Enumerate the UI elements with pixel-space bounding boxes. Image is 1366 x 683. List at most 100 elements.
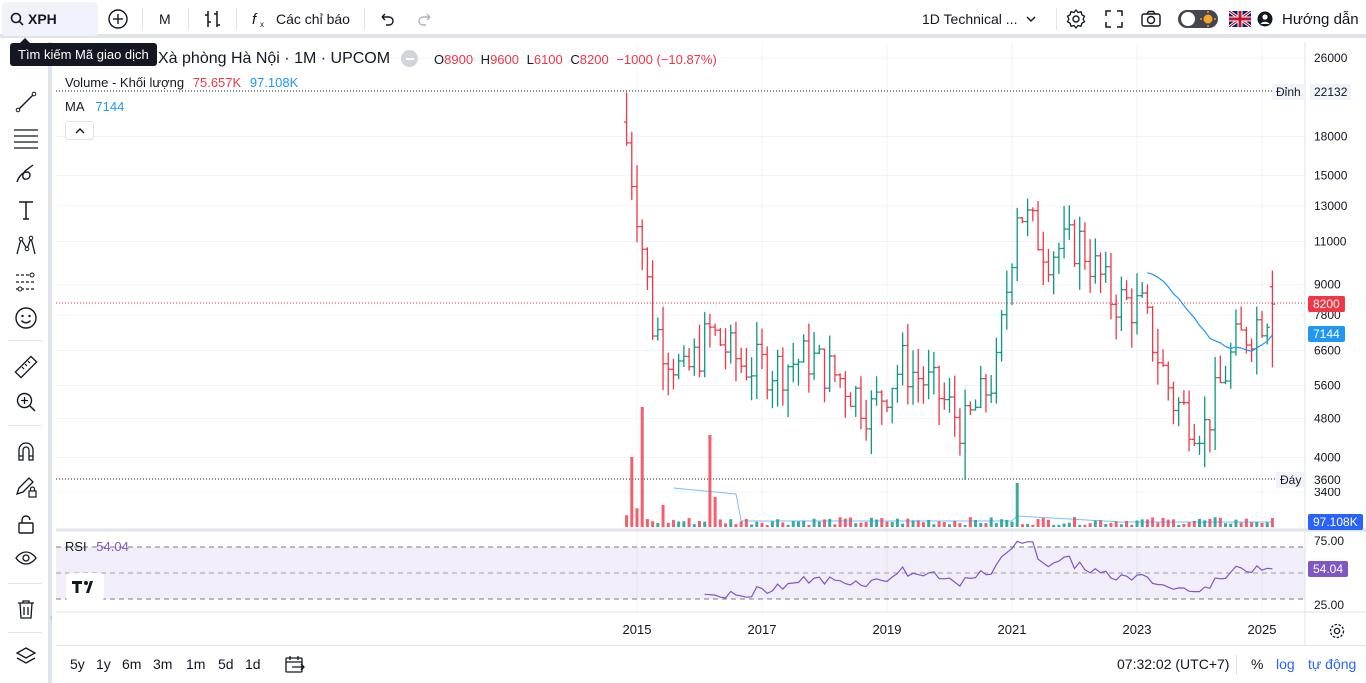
ohlc-bar [1139, 282, 1145, 298]
axis-settings-icon[interactable] [1329, 623, 1345, 639]
compare-button[interactable] [107, 0, 129, 38]
search-tooltip: Tìm kiếm Mã giao dịch [10, 38, 157, 66]
brush-tool[interactable] [12, 160, 40, 188]
volume-bar [1135, 520, 1139, 527]
emoji-tool[interactable] [12, 304, 40, 332]
prediction-tool[interactable] [12, 268, 40, 296]
volume-bar [630, 457, 634, 527]
lock-all-button[interactable] [12, 510, 40, 538]
tradingview-logo[interactable] [66, 573, 104, 601]
pane-resize-handle[interactable]: ‹ [50, 612, 53, 622]
volume-bar [1166, 519, 1170, 527]
volume-label: Volume - Khối lượng [65, 75, 185, 90]
high-low-lines [56, 90, 1305, 480]
text-icon [19, 201, 33, 220]
volume-bar [1177, 524, 1181, 527]
theme-toggle[interactable] [1177, 0, 1219, 38]
magnet-tool[interactable] [12, 437, 40, 465]
ma-price-tag: 7144 [1308, 326, 1345, 342]
range-button-1y[interactable]: 1y [96, 656, 111, 672]
time-axis[interactable]: 2015 2017 2019 2021 2023 2025 [623, 622, 1277, 637]
volume-bar [1031, 524, 1035, 527]
undo-icon [381, 13, 394, 26]
ohlc-bar [1108, 252, 1114, 320]
ohlc-bar [660, 306, 666, 391]
object-tree-button[interactable] [12, 643, 40, 671]
price-tick-label: 13000 [1314, 199, 1348, 213]
volume-bar [984, 523, 988, 527]
svg-text:x: x [260, 20, 264, 29]
ohlc-bar [832, 354, 838, 383]
range-button-6m[interactable]: 6m [122, 656, 142, 672]
rsi-line [704, 540, 1273, 599]
symbol-search-button[interactable]: XPH [2, 2, 98, 36]
ohlc-bar [1254, 306, 1260, 375]
range-button-3m[interactable]: 3m [153, 656, 173, 672]
volume-bar [1046, 519, 1050, 527]
range-button-5d[interactable]: 5d [218, 656, 234, 672]
divider [8, 340, 42, 341]
ohlc-bar [931, 351, 937, 395]
settings-button[interactable] [1065, 0, 1087, 38]
pattern-tool[interactable] [12, 232, 40, 260]
volume-bar [807, 524, 811, 527]
divider [364, 8, 365, 30]
volume-bar [854, 523, 858, 527]
volume-bar [724, 523, 728, 527]
lock-drawing-mode[interactable] [12, 473, 40, 501]
fullscreen-button[interactable] [1104, 0, 1124, 38]
redo-button[interactable] [416, 0, 434, 38]
volume-bar [1036, 519, 1040, 527]
language-button[interactable] [1229, 0, 1251, 38]
ohlc-bar [743, 347, 749, 381]
range-button-1m[interactable]: 1m [186, 656, 206, 672]
clock[interactable]: 07:32:02 (UTC+7) [1117, 656, 1230, 672]
ohlc-bar [868, 390, 874, 455]
ohlc-bar [1160, 349, 1166, 367]
volume-bar [703, 521, 707, 527]
legend-toggle[interactable] [401, 50, 418, 67]
ohlc-bar [1113, 294, 1119, 340]
snapshot-button[interactable] [1140, 0, 1162, 38]
volume-bar [786, 524, 790, 527]
trendline-tool[interactable] [12, 88, 40, 116]
ohlc-bar [1223, 365, 1229, 385]
layout-dropdown[interactable]: 1D Technical ... [922, 0, 1037, 38]
interval-button[interactable]: M [159, 11, 171, 27]
volume-bar [989, 517, 993, 527]
price-axis[interactable]: 2600018000150001300011000900078006600560… [1314, 51, 1348, 612]
remove-drawings-button[interactable] [12, 595, 40, 623]
range-button-5y[interactable]: 5y [70, 656, 85, 672]
volume-tag: 97.108K [1308, 514, 1363, 530]
log-toggle[interactable]: log [1276, 656, 1295, 672]
guide-button[interactable]: Hướng dẫn [1257, 0, 1359, 38]
close-value: 8200 [579, 52, 609, 67]
divider [8, 632, 42, 633]
volume-bar [1062, 523, 1066, 527]
ohlc-bar [629, 131, 635, 200]
zoom-tool[interactable] [12, 388, 40, 416]
range-button-1d[interactable]: 1d [245, 656, 261, 672]
bar-style-button[interactable] [202, 0, 224, 38]
fib-tool[interactable] [12, 124, 40, 152]
percent-toggle[interactable]: % [1251, 656, 1264, 672]
volume-bar [1052, 524, 1056, 527]
volume-bar [864, 521, 868, 527]
hide-drawings-button[interactable] [12, 544, 40, 572]
text-tool[interactable] [12, 196, 40, 224]
auto-toggle[interactable]: tự động [1308, 656, 1357, 672]
measure-tool[interactable] [12, 353, 40, 381]
volume-bar [760, 522, 764, 527]
drawing-toolbar [0, 42, 52, 683]
symbol-title: Xà phòng Hà Nội · 1M · UPCOM [158, 50, 391, 67]
volume-bar [1187, 522, 1191, 527]
volume-bar [661, 505, 665, 527]
ohlc-bar [769, 370, 775, 409]
undo-button[interactable] [378, 0, 396, 38]
volume-bar [1010, 521, 1014, 527]
collapse-legend-button[interactable] [65, 121, 94, 140]
volume-bar [921, 522, 925, 527]
goto-date-button[interactable] [284, 654, 306, 677]
